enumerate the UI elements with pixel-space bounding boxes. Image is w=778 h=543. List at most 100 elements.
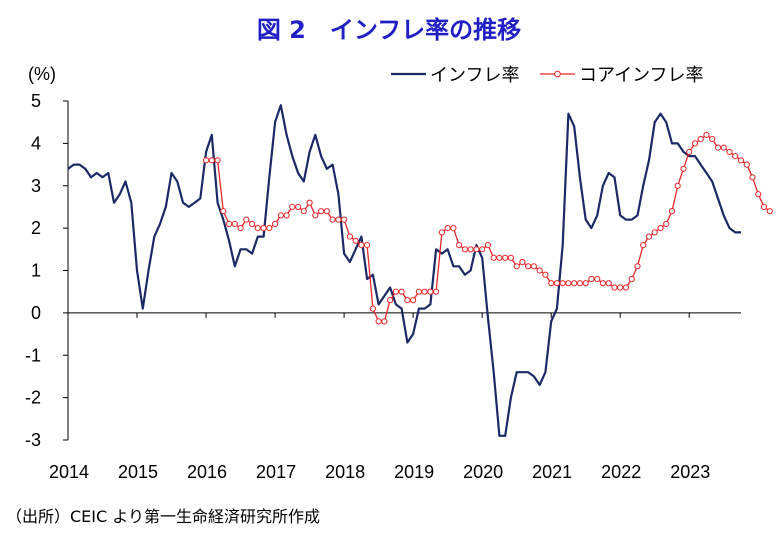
core-inflation-point xyxy=(398,288,405,295)
core-inflation-point xyxy=(352,237,359,244)
y-tick-label: -3 xyxy=(25,430,41,450)
series-line-core-inflation xyxy=(206,134,771,323)
core-inflation-point xyxy=(415,288,422,295)
core-inflation-point xyxy=(507,254,514,261)
core-inflation-point xyxy=(300,208,307,215)
x-tick-label: 2023 xyxy=(670,462,710,482)
core-inflation-point xyxy=(329,216,336,223)
chart-title: 図 2 インフレ率の推移 xyxy=(256,16,522,44)
core-inflation-point xyxy=(231,220,238,227)
y-tick-label: 5 xyxy=(31,91,41,111)
core-inflation-point xyxy=(433,288,440,295)
y-tick-label: 4 xyxy=(31,133,41,153)
x-tick-label: 2014 xyxy=(49,462,89,482)
core-inflation-point xyxy=(530,263,538,270)
core-inflation-point xyxy=(260,225,267,232)
core-inflation-point xyxy=(559,280,566,287)
core-inflation-point xyxy=(277,212,284,219)
core-inflation-point xyxy=(703,131,710,138)
core-inflation-point xyxy=(490,254,497,261)
x-tick-label: 2018 xyxy=(325,462,365,482)
core-inflation-point xyxy=(306,199,313,206)
core-inflation-point xyxy=(686,148,693,155)
core-inflation-point xyxy=(496,254,503,261)
core-inflation-point xyxy=(755,191,762,198)
core-inflation-point xyxy=(410,297,417,304)
core-inflation-point xyxy=(479,246,486,253)
core-inflation-point xyxy=(571,280,578,287)
core-inflation-point xyxy=(525,263,532,270)
core-inflation-point xyxy=(617,284,624,291)
y-tick-label: 2 xyxy=(31,218,41,238)
core-inflation-point xyxy=(709,136,716,143)
core-inflation-point xyxy=(421,288,428,295)
core-inflation-point xyxy=(387,297,394,304)
core-inflation-point xyxy=(450,225,457,232)
core-inflation-point xyxy=(335,216,342,223)
y-tick-label: 1 xyxy=(31,261,41,281)
core-inflation-point xyxy=(519,258,526,266)
core-inflation-point xyxy=(254,225,261,232)
core-inflation-point xyxy=(272,220,279,227)
core-inflation-point xyxy=(760,203,768,210)
core-inflation-point xyxy=(634,263,641,270)
core-inflation-point xyxy=(714,144,722,151)
x-tick-label: 2017 xyxy=(256,462,296,482)
core-inflation-point xyxy=(226,220,233,227)
core-inflation-point xyxy=(392,288,399,295)
core-inflation-point xyxy=(214,157,221,164)
core-inflation-point xyxy=(295,203,302,210)
core-inflation-point xyxy=(283,212,290,219)
legend-label-core-inflation: コアインフレ率 xyxy=(579,65,704,86)
core-inflation-point xyxy=(657,225,664,232)
core-inflation-point xyxy=(467,246,474,253)
core-inflation-point xyxy=(594,275,601,283)
core-inflation-point xyxy=(369,305,376,312)
core-inflation-point xyxy=(622,284,630,291)
core-inflation-point xyxy=(220,208,227,215)
core-inflation-point xyxy=(599,280,607,287)
core-inflation-point xyxy=(588,275,595,283)
core-inflation-point xyxy=(358,242,365,249)
core-inflation-point xyxy=(502,254,509,261)
core-inflation-point xyxy=(743,161,750,168)
core-inflation-point xyxy=(565,280,572,287)
core-inflation-point xyxy=(203,157,210,164)
core-inflation-point xyxy=(553,280,561,287)
core-inflation-point xyxy=(237,225,244,232)
core-inflation-point xyxy=(473,246,480,253)
core-inflation-point xyxy=(461,246,468,253)
core-inflation-point xyxy=(611,284,618,291)
core-inflation-point xyxy=(364,242,371,249)
core-inflation-point xyxy=(208,157,215,164)
core-inflation-point xyxy=(542,271,549,278)
core-inflation-point xyxy=(289,203,296,210)
core-inflation-point xyxy=(404,297,411,304)
y-tick-label: 0 xyxy=(31,303,41,323)
core-inflation-point xyxy=(312,212,319,219)
core-inflation-point xyxy=(438,229,445,236)
core-inflation-point xyxy=(484,242,491,249)
core-inflation-point xyxy=(605,280,612,287)
legend-label-inflation: インフレ率 xyxy=(430,65,519,86)
y-tick-label: -2 xyxy=(25,388,41,408)
core-inflation-point xyxy=(323,208,330,215)
core-inflation-point xyxy=(674,182,681,189)
core-inflation-point xyxy=(513,263,520,270)
core-inflation-point xyxy=(668,208,676,215)
core-inflation-point xyxy=(737,157,745,164)
x-tick-label: 2016 xyxy=(187,462,227,482)
core-inflation-point xyxy=(341,216,348,223)
core-inflation-point xyxy=(427,288,434,295)
core-inflation-point xyxy=(381,318,388,325)
core-inflation-point xyxy=(243,216,250,223)
y-axis-unit-label: (%) xyxy=(28,64,56,84)
core-inflation-point xyxy=(726,148,733,155)
core-inflation-point xyxy=(645,233,653,240)
core-inflation-point xyxy=(536,267,543,274)
core-inflation-point xyxy=(582,280,589,287)
core-inflation-point xyxy=(548,280,555,287)
core-inflation-point xyxy=(456,242,463,249)
series-line-inflation xyxy=(67,104,741,437)
